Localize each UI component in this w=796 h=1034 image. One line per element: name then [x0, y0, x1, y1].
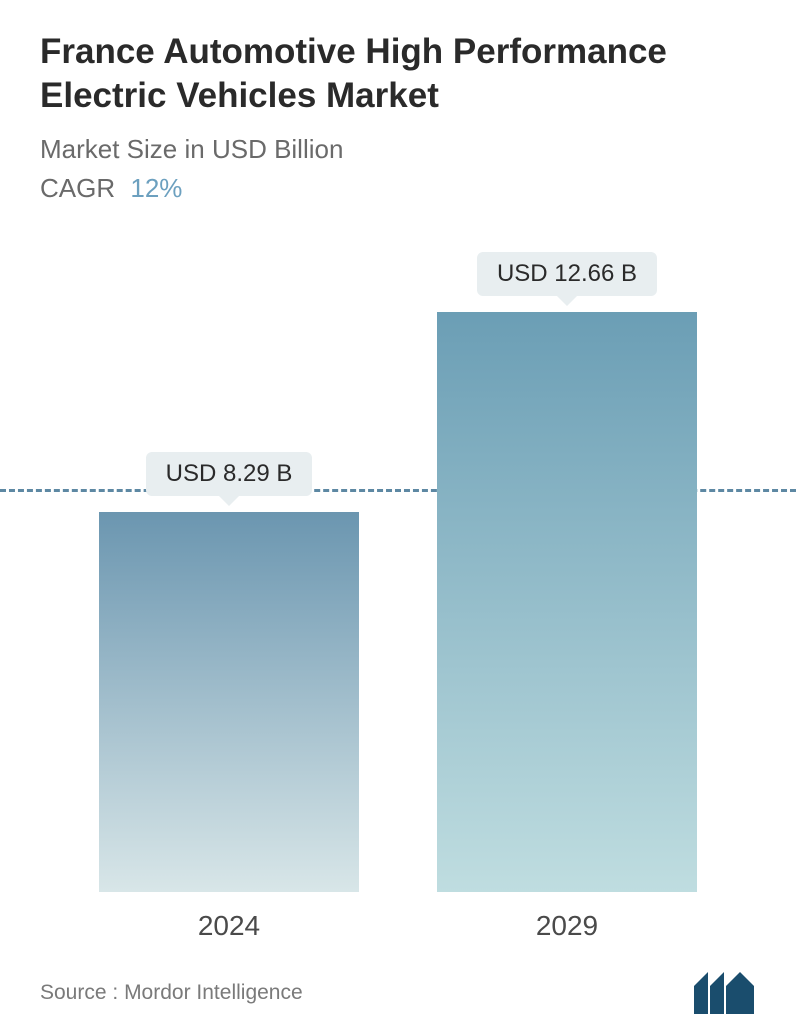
bar-group-2029: USD 12.66 B [437, 252, 697, 892]
bar-group-2024: USD 8.29 B [99, 452, 359, 892]
chart-title: France Automotive High Performance Elect… [40, 30, 756, 118]
source-text: Source : Mordor Intelligence [40, 981, 303, 1005]
cagr-value: 12% [130, 173, 182, 203]
x-label-2024: 2024 [99, 910, 359, 942]
value-label-2029: USD 12.66 B [477, 252, 657, 296]
cagr-label: CAGR [40, 173, 115, 203]
chart-footer: Source : Mordor Intelligence [40, 962, 756, 1014]
x-axis-labels: 2024 2029 [0, 910, 796, 942]
bar-2024 [99, 512, 359, 892]
x-label-2029: 2029 [437, 910, 697, 942]
bars-wrapper: USD 8.29 B USD 12.66 B [0, 214, 796, 893]
mordor-logo-icon [694, 972, 756, 1014]
source-label: Source : [40, 981, 118, 1004]
chart-container: France Automotive High Performance Elect… [0, 0, 796, 1034]
chart-area: USD 8.29 B USD 12.66 B 2024 2029 [0, 214, 796, 963]
value-label-2024: USD 8.29 B [146, 452, 313, 496]
cagr-row: CAGR 12% [40, 173, 756, 204]
chart-subtitle: Market Size in USD Billion [40, 134, 756, 165]
source-value: Mordor Intelligence [124, 981, 303, 1004]
bar-2029 [437, 312, 697, 892]
